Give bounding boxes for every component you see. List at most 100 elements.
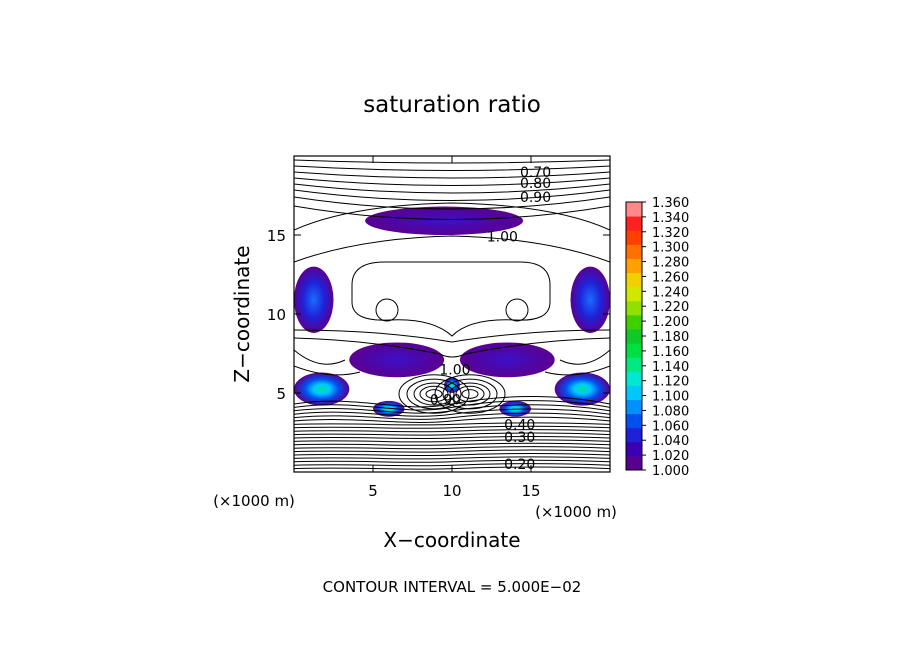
supersaturation-region: [294, 372, 350, 406]
colorbar-swatch: [626, 300, 642, 316]
colorbar-label: 1.340: [652, 211, 689, 226]
contour-label: 1.00: [487, 230, 518, 246]
contour-line: [559, 349, 610, 365]
colorbar-label: 1.180: [652, 330, 689, 345]
supersaturation-region: [570, 266, 610, 333]
colorbar-label: 1.080: [652, 404, 689, 419]
contour-line: [294, 453, 610, 457]
colorbar: 1.3601.3401.3201.3001.2801.2601.2401.220…: [625, 196, 689, 479]
contour-line: [294, 400, 610, 411]
contour-label: 0.80: [520, 176, 551, 192]
contour-line: [461, 389, 479, 399]
contour-line: [505, 298, 529, 322]
contour-line: [434, 374, 506, 414]
contour-line: [413, 382, 455, 406]
contour-line: [294, 404, 610, 414]
y-tick-label: 15: [267, 227, 286, 245]
contour-line: [442, 378, 498, 410]
colorbar-swatch: [626, 216, 642, 231]
colorbar-swatch: [626, 314, 642, 330]
x-tick-label: 5: [368, 482, 378, 500]
colorbar-label: 1.060: [652, 419, 689, 434]
colorbar-swatch: [626, 371, 642, 386]
contour-line: [406, 378, 462, 410]
contour-line: [294, 459, 610, 463]
colorbar-swatch: [626, 272, 642, 288]
colorbar-label: 1.220: [652, 300, 689, 315]
colorbar-swatch: [626, 441, 642, 457]
contour-label: 0.90: [520, 190, 551, 206]
contour-line: [544, 365, 610, 376]
contour-labels: 0.700.800.901.001.000.900.400.300.20: [430, 165, 551, 473]
colorbar-swatch: [626, 244, 642, 259]
contour-label: 0.90: [430, 392, 461, 408]
colorbar-label: 1.260: [652, 270, 689, 285]
contour-line: [294, 165, 610, 171]
colorbar-label: 1.000: [652, 464, 689, 479]
contour-line: [294, 365, 361, 376]
supersaturation-region: [294, 266, 334, 333]
contour-line: [294, 439, 610, 443]
contour-line: [294, 408, 610, 417]
contour-line: [294, 349, 346, 365]
contour-line: [398, 374, 470, 414]
colorbar-label: 1.020: [652, 449, 689, 464]
y-tick-label: 5: [276, 385, 286, 403]
contour-line: [294, 196, 610, 210]
colorbar-label: 1.300: [652, 241, 689, 256]
supersaturation-region: [459, 342, 555, 378]
contour-line: [294, 396, 610, 408]
colorbar-label: 1.280: [652, 256, 689, 271]
colorbar-label: 1.100: [652, 390, 689, 405]
supersaturation-region: [349, 342, 445, 378]
y-tick-label: 10: [267, 306, 286, 324]
contour-line: [294, 177, 610, 186]
colorbar-swatch: [626, 286, 642, 302]
contour-line: [455, 385, 485, 403]
contour-line: [294, 329, 610, 343]
x-tick-label: 15: [521, 482, 540, 500]
contour-label: 0.40: [504, 418, 535, 434]
contour-line: [294, 446, 610, 450]
colorbar-label: 1.040: [652, 434, 689, 449]
colorbar-label: 1.120: [652, 375, 689, 390]
colorbar-swatch: [626, 455, 642, 471]
contour-line: [294, 183, 610, 194]
y-axis-ticks: 5 10 15: [267, 227, 610, 403]
colorbar-label: 1.160: [652, 345, 689, 360]
colorbar-swatch: [626, 399, 642, 415]
contour-interval-footer: CONTOUR INTERVAL = 5.000E−02: [323, 578, 582, 596]
contour-line: [375, 298, 399, 322]
supersaturation-region: [554, 372, 610, 406]
contour-line: [294, 429, 610, 433]
colorbar-label: 1.140: [652, 360, 689, 375]
chart-title: saturation ratio: [363, 92, 541, 118]
supersaturation-region: [365, 206, 524, 235]
contour-label: 0.30: [504, 430, 535, 446]
colorbar-swatch: [626, 328, 642, 344]
contour-line: [294, 442, 610, 446]
colorbar-swatch: [626, 258, 642, 274]
contour-line: [294, 337, 610, 358]
colorbar-label: 1.240: [652, 285, 689, 300]
contour-line: [351, 261, 551, 337]
contour-line: [294, 412, 610, 420]
contour-line: [294, 235, 610, 263]
colorbar-swatch: [626, 357, 642, 372]
y-axis-label: Z−coordinate: [230, 245, 254, 382]
colorbar-swatch: [626, 427, 642, 443]
x-unit-right: (×1000 m): [535, 503, 617, 521]
contour-label: 0.70: [520, 165, 551, 181]
colorbar-label: 1.200: [652, 315, 689, 330]
contour-line: [294, 449, 610, 453]
contour-line: [294, 422, 610, 426]
contour-line: [294, 416, 610, 423]
colorbar-swatch: [626, 343, 642, 358]
contour-line: [294, 436, 610, 440]
contour-lines: [294, 159, 610, 470]
plot-area: [294, 159, 610, 470]
x-axis-ticks: 5 10 15: [368, 156, 541, 500]
colorbar-swatch: [626, 413, 642, 429]
colorbar-swatch: [626, 385, 642, 400]
contour-label: 1.00: [439, 362, 470, 378]
